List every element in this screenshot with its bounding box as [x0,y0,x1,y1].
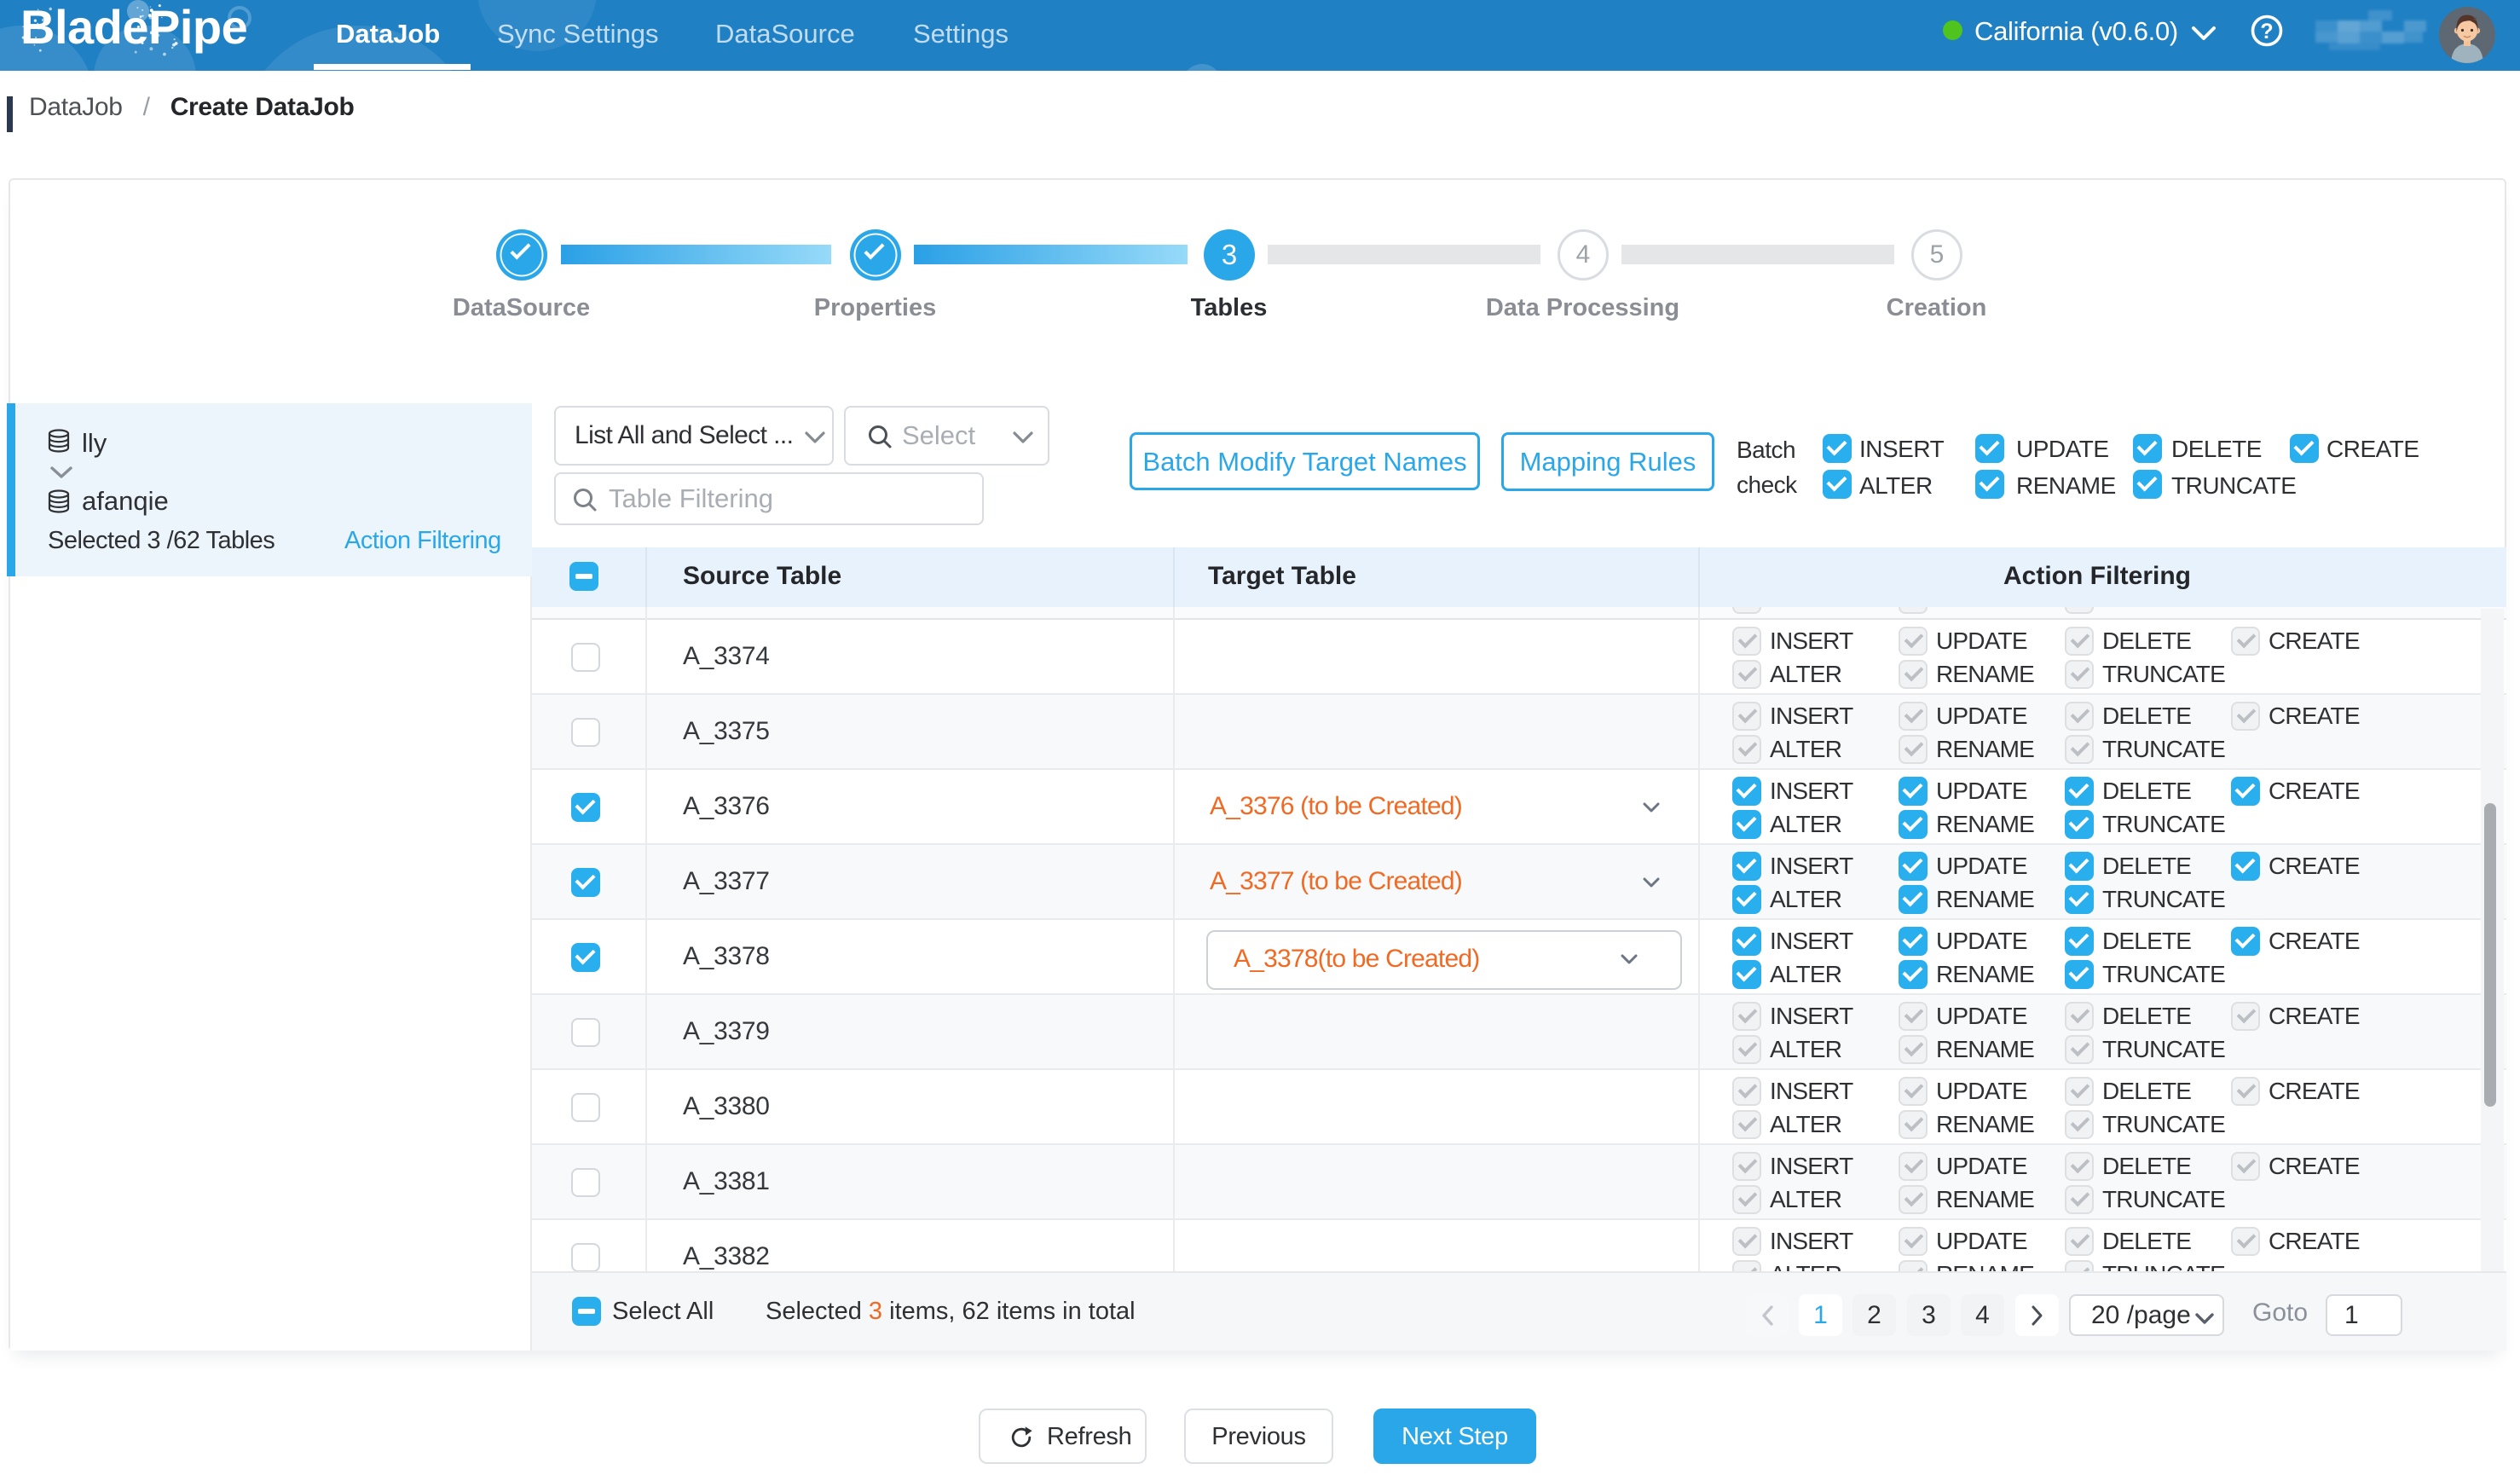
svg-text:?: ? [2260,20,2273,43]
